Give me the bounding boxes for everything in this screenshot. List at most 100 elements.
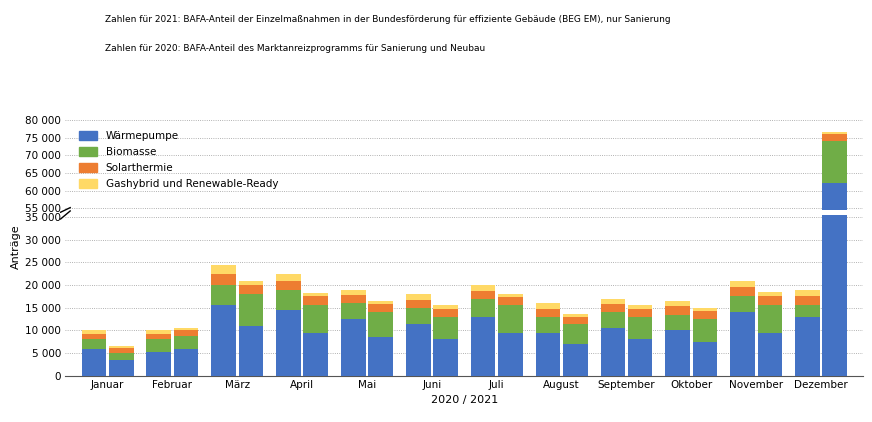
- Bar: [563, 354, 588, 357]
- Bar: [368, 312, 393, 337]
- Bar: [628, 357, 652, 374]
- Bar: [628, 317, 652, 339]
- Bar: [146, 352, 171, 376]
- Bar: [239, 339, 263, 363]
- Bar: [211, 332, 236, 348]
- Text: Zahlen für 2020: BAFA-Anteil des Marktanreizprogramms für Sanierung und Neubau: Zahlen für 2020: BAFA-Anteil des Marktan…: [105, 44, 485, 53]
- Bar: [535, 346, 561, 350]
- Bar: [795, 335, 820, 341]
- Bar: [758, 333, 782, 376]
- Bar: [822, 141, 847, 184]
- Bar: [174, 349, 199, 376]
- Bar: [368, 304, 393, 312]
- Bar: [82, 339, 106, 349]
- Bar: [174, 382, 199, 402]
- Bar: [406, 339, 431, 343]
- Bar: [692, 376, 718, 402]
- Bar: [628, 374, 652, 402]
- Bar: [82, 330, 106, 334]
- Bar: [692, 342, 718, 376]
- Bar: [341, 346, 365, 358]
- Bar: [433, 306, 458, 308]
- Bar: [535, 308, 561, 317]
- Bar: [146, 334, 171, 339]
- Bar: [239, 328, 263, 332]
- Bar: [498, 306, 522, 333]
- Bar: [628, 350, 652, 357]
- Bar: [276, 323, 301, 328]
- Bar: [731, 281, 755, 287]
- Bar: [211, 265, 236, 274]
- Bar: [665, 314, 690, 330]
- Bar: [406, 324, 431, 376]
- Bar: [146, 330, 171, 334]
- Bar: [731, 312, 755, 376]
- Bar: [601, 346, 625, 353]
- Bar: [341, 295, 365, 303]
- Bar: [758, 306, 782, 333]
- Bar: [535, 350, 561, 357]
- Bar: [601, 304, 625, 312]
- Bar: [146, 374, 171, 384]
- Bar: [563, 357, 588, 362]
- Text: Zahlen für 2021: BAFA-Anteil der Einzelmaßnahmen in der Bundesförderung für effi: Zahlen für 2021: BAFA-Anteil der Einzelm…: [105, 15, 671, 24]
- Bar: [498, 298, 522, 306]
- Bar: [433, 348, 458, 350]
- Bar: [758, 341, 782, 348]
- Bar: [822, 134, 847, 141]
- Bar: [406, 349, 431, 362]
- Bar: [471, 342, 495, 357]
- Bar: [276, 281, 301, 289]
- Bar: [82, 370, 106, 374]
- Bar: [341, 289, 365, 295]
- Bar: [239, 285, 263, 294]
- Bar: [406, 300, 431, 308]
- Bar: [665, 348, 690, 354]
- Bar: [276, 274, 301, 281]
- Bar: [601, 299, 625, 304]
- Bar: [601, 342, 625, 346]
- Bar: [109, 360, 133, 376]
- Bar: [303, 333, 328, 376]
- Bar: [628, 306, 652, 308]
- Bar: [731, 341, 755, 353]
- Bar: [758, 292, 782, 296]
- Bar: [498, 341, 522, 348]
- Bar: [82, 382, 106, 402]
- Bar: [368, 353, 393, 372]
- Bar: [341, 339, 365, 346]
- Bar: [471, 290, 495, 299]
- Bar: [471, 336, 495, 342]
- Bar: [498, 333, 522, 376]
- Bar: [692, 311, 718, 319]
- Bar: [498, 348, 522, 369]
- Bar: [406, 294, 431, 300]
- Bar: [601, 312, 625, 328]
- Bar: [795, 317, 820, 376]
- Bar: [303, 296, 328, 306]
- Bar: [109, 381, 133, 384]
- Bar: [628, 339, 652, 376]
- Bar: [665, 301, 690, 306]
- Bar: [109, 349, 133, 353]
- Bar: [433, 317, 458, 339]
- Bar: [795, 289, 820, 296]
- Bar: [795, 341, 820, 348]
- Bar: [471, 332, 495, 336]
- Bar: [731, 333, 755, 341]
- Bar: [146, 384, 171, 402]
- Bar: [535, 333, 561, 376]
- Bar: [822, 29, 847, 32]
- Bar: [341, 303, 365, 319]
- Bar: [665, 354, 690, 367]
- Bar: [665, 344, 690, 348]
- Bar: [498, 294, 522, 298]
- Bar: [563, 344, 588, 376]
- Bar: [276, 289, 301, 310]
- Bar: [303, 338, 328, 341]
- Bar: [174, 365, 199, 367]
- Bar: [303, 348, 328, 369]
- Bar: [822, 32, 847, 41]
- Bar: [276, 328, 301, 335]
- Bar: [471, 357, 495, 402]
